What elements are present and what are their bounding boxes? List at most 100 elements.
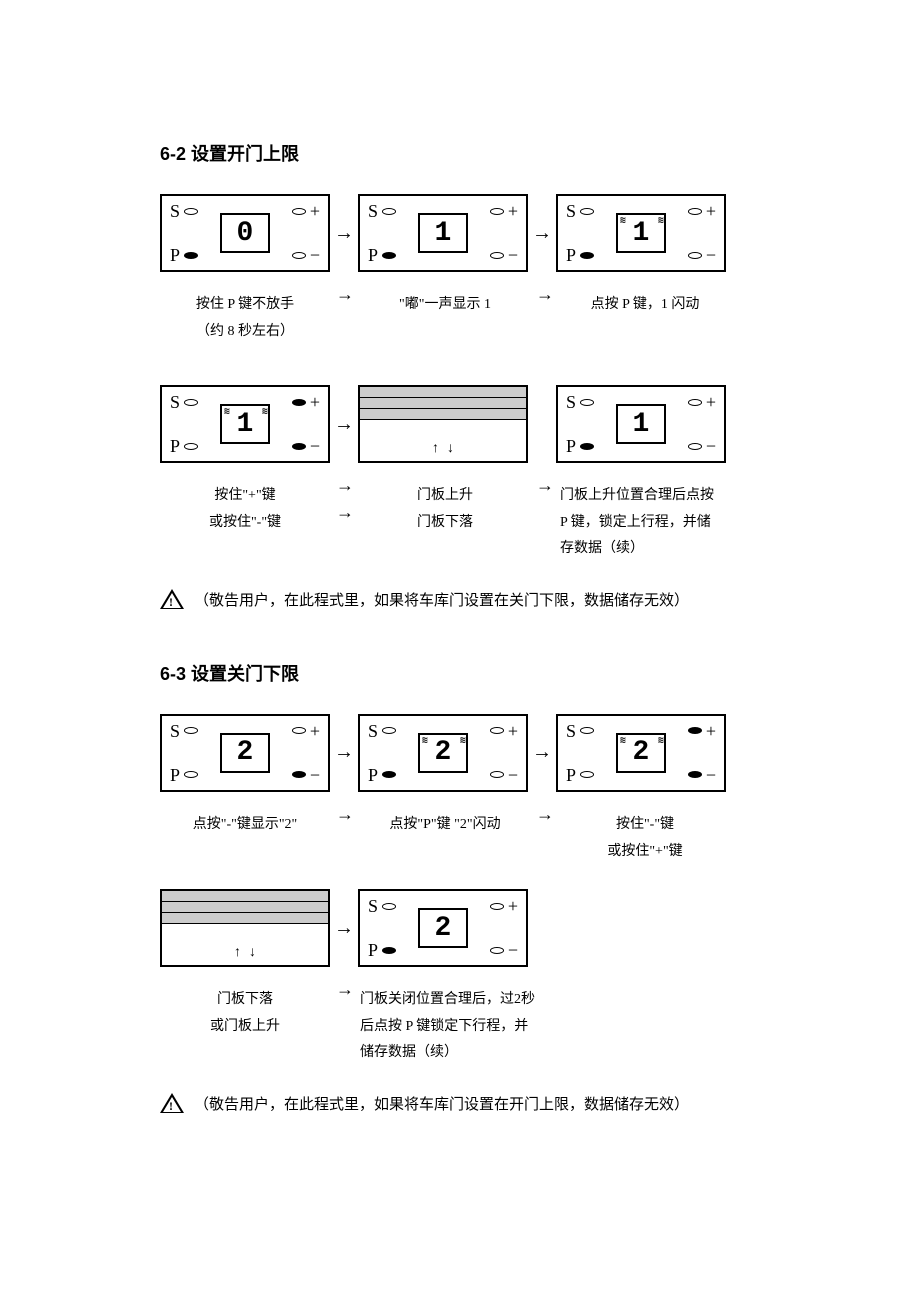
caption: 门板关闭位置合理后，过2秒 后点按 P 键锁定下行程，并 储存数据（续）: [360, 987, 580, 1067]
caption: 门板下落 或门板上升: [160, 987, 330, 1040]
caption: 按住"+"键 或按住"-"键: [160, 483, 330, 536]
s62-r1-captions: 按住 P 键不放手 （约 8 秒左右） → "嘟"一声显示 1 → 点按 P 键…: [160, 282, 760, 345]
door-slats: [360, 387, 526, 420]
arrow-right-icon: →: [336, 977, 354, 1000]
s63-r1-captions: 点按"-"键显示"2" → 点按"P"键 "2"闪动 → 按住"-"键 或按住"…: [160, 802, 760, 865]
label-P: P: [170, 246, 180, 264]
warning-text: （敬告用户，在此程式里，如果将车库门设置在开门上限，数据储存无效）: [194, 1093, 689, 1114]
blink-mark-icon: ≋: [620, 219, 624, 225]
display-blink: ≋ 2 ≋: [418, 733, 468, 773]
caption: 点按"-"键显示"2": [160, 812, 330, 839]
arrow-right-icon: →: [536, 282, 554, 305]
arrow-down-icon: ↓: [249, 945, 256, 961]
s62-row1: S P 0 + − → S P 1 +: [160, 194, 760, 272]
arrow-right-icon: →: [334, 889, 354, 967]
control-panel: S P 2 + −: [358, 889, 528, 967]
warning-icon: !: [160, 589, 184, 609]
arrow-right-icon: →: [532, 194, 552, 272]
display-blink: ≋ 1 ≋: [220, 404, 270, 444]
arrow-right-icon: →: [336, 802, 354, 825]
display: 1: [418, 213, 468, 253]
arrow-col: →: [330, 714, 358, 792]
display: 0: [220, 213, 270, 253]
arrow-col: → →: [336, 473, 354, 523]
s62-r1-cell2: S P 1 + −: [358, 194, 528, 272]
door-arrows: ↑ ↓: [162, 924, 328, 965]
led-minus: [292, 252, 306, 259]
control-panel: S P ≋ 1 ≋ + −: [160, 385, 330, 463]
arrow-right-icon: →: [334, 385, 354, 463]
door-slat: [162, 913, 328, 924]
caption: 按住 P 键不放手 （约 8 秒左右）: [160, 292, 330, 345]
s63-r2-cell2: S P 2 + −: [358, 889, 528, 967]
label-minus: −: [310, 246, 320, 264]
warning-6-2: ! （敬告用户，在此程式里，如果将车库门设置在关门下限，数据储存无效）: [160, 589, 760, 610]
caption: 门板上升位置合理后点按 P 键，锁定上行程，并储 存数据（续）: [560, 483, 760, 563]
arrow-right-icon: →: [336, 282, 354, 305]
caption: "嘟"一声显示 1: [360, 292, 530, 319]
s62-row2: S P ≋ 1 ≋ + − →: [160, 385, 760, 463]
display: 1: [616, 404, 666, 444]
s63-row2: ↑ ↓ → S P 2 + −: [160, 889, 760, 967]
led-P: [184, 252, 198, 259]
led-S: [184, 208, 198, 215]
arrow-right-icon: →: [532, 714, 552, 792]
label-plus: +: [310, 202, 320, 220]
caption: 点按 P 键，1 闪动: [560, 292, 730, 319]
control-panel: S P 1 + −: [358, 194, 528, 272]
control-panel: S P ≋ 2 ≋ + −: [556, 714, 726, 792]
control-panel: S P 2 + −: [160, 714, 330, 792]
caption: 按住"-"键 或按住"+"键: [560, 812, 730, 865]
arrow-col: →: [330, 889, 358, 967]
display-blink: ≋ 1 ≋: [616, 213, 666, 253]
warning-6-3: ! （敬告用户，在此程式里，如果将车库门设置在开门上限，数据储存无效）: [160, 1093, 760, 1114]
blink-mark-icon: ≋: [422, 739, 426, 745]
caption: 门板上升 门板下落: [360, 483, 530, 536]
arrow-down-icon: ↓: [447, 441, 454, 457]
display: 2: [220, 733, 270, 773]
display-blink: ≋ 2 ≋: [616, 733, 666, 773]
arrow-right-icon: →: [536, 802, 554, 825]
control-panel: S P ≋ 1 ≋ + −: [556, 194, 726, 272]
caption: 点按"P"键 "2"闪动: [360, 812, 530, 839]
control-panel: S P 1 + −: [556, 385, 726, 463]
control-panel: S P 0 + −: [160, 194, 330, 272]
door-slat: [162, 891, 328, 902]
s62-r1-cell1: S P 0 + −: [160, 194, 330, 272]
door-arrows: ↑ ↓: [360, 420, 526, 461]
label-S: S: [170, 202, 180, 220]
door-panel: ↑ ↓: [358, 385, 528, 463]
arrow-up-icon: ↑: [234, 945, 241, 961]
arrow-col: →: [330, 194, 358, 272]
section-6-3-title: 6-3 设置关门下限: [160, 660, 760, 686]
warning-icon: !: [160, 1093, 184, 1113]
door-panel: ↑ ↓: [160, 889, 330, 967]
arrow-right-icon: →: [536, 473, 554, 496]
door-slat: [162, 902, 328, 913]
section-6-2: 6-2 设置开门上限 S P 0 + − → S P: [160, 140, 760, 610]
s63-r1-cell1: S P 2 + −: [160, 714, 330, 792]
s62-r2-cell1: S P ≋ 1 ≋ + −: [160, 385, 330, 463]
s63-r1-cell2: S P ≋ 2 ≋ + −: [358, 714, 528, 792]
s62-r2-cell3: S P 1 + −: [556, 385, 726, 463]
blink-mark-icon: ≋: [658, 219, 662, 225]
control-panel: S P ≋ 2 ≋ + −: [358, 714, 528, 792]
door-slat: [360, 387, 526, 398]
s63-r1-cell3: S P ≋ 2 ≋ + −: [556, 714, 726, 792]
arrow-col: →: [528, 194, 556, 272]
arrow-up-icon: ↑: [432, 441, 439, 457]
section-6-3: 6-3 设置关门下限 S P 2 + − → S P: [160, 660, 760, 1114]
display: 2: [418, 908, 468, 948]
warning-text: （敬告用户，在此程式里，如果将车库门设置在关门下限，数据储存无效）: [194, 589, 689, 610]
blink-mark-icon: ≋: [658, 739, 662, 745]
blink-mark-icon: ≋: [460, 739, 464, 745]
arrow-col: →: [330, 385, 358, 463]
s63-r2-captions: 门板下落 或门板上升 → 门板关闭位置合理后，过2秒 后点按 P 键锁定下行程，…: [160, 977, 760, 1067]
led-plus: [292, 208, 306, 215]
section-6-2-title: 6-2 设置开门上限: [160, 140, 760, 166]
s62-r1-cell3: S P ≋ 1 ≋ + −: [556, 194, 726, 272]
arrow-col: →: [528, 714, 556, 792]
s62-r2-captions: 按住"+"键 或按住"-"键 → → 门板上升 门板下落 → 门板上升位置合理后…: [160, 473, 760, 563]
door-slat: [360, 398, 526, 409]
door-slat: [360, 409, 526, 420]
